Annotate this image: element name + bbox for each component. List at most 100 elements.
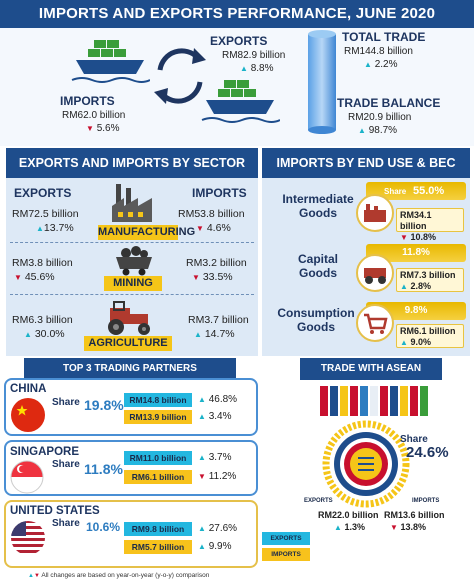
- china-exports-change: ▲ 46.8%: [198, 394, 238, 405]
- asean-imports-label: IMPORTS: [412, 498, 440, 504]
- sector-imports-label: IMPORTS: [192, 186, 247, 200]
- asean-exports-label: EXPORTS: [304, 498, 333, 504]
- agriculture-exports-change: ▲ 30.0%: [24, 328, 65, 340]
- up-arrow-icon: ▲: [198, 453, 206, 462]
- share-label: Share: [52, 518, 80, 529]
- agriculture-exports-value: RM6.3 billion: [12, 314, 73, 326]
- mining-exports-change: ▼ 45.6%: [14, 271, 55, 283]
- up-arrow-icon: ▲: [358, 126, 366, 135]
- asean-share-value: 24.6%: [406, 444, 449, 461]
- legend-imports: IMPORTS: [262, 548, 310, 561]
- capital-goods-label: Capital Goods: [297, 252, 338, 280]
- divider: [10, 294, 254, 295]
- consumption-goods-label: Consumption Goods: [277, 306, 355, 334]
- us-exports-value: RM9.8 billion: [124, 522, 192, 536]
- asean-imports-value: RM13.6 billion: [384, 510, 445, 520]
- factory-icon: [356, 194, 394, 232]
- intermediate-share-bar: Share 55.0%: [366, 182, 466, 200]
- factory-icon: [112, 184, 152, 222]
- down-arrow-icon: ▼: [33, 573, 40, 579]
- down-arrow-icon: ▼: [198, 472, 206, 481]
- manufacturing-exports-change: ▲13.7%: [36, 222, 74, 234]
- singapore-flag-icon: [10, 460, 44, 494]
- tractor-icon: [108, 301, 150, 335]
- agriculture-label: AGRICULTURE: [84, 336, 172, 351]
- imports-label: IMPORTS: [60, 94, 115, 108]
- china-imports-change: ▲ 3.4%: [198, 411, 232, 422]
- up-arrow-icon: ▲: [198, 542, 206, 551]
- asean-imports-change: ▼ 13.8%: [390, 522, 426, 532]
- partner-name-united-states: UNITED STATES: [10, 505, 100, 517]
- up-arrow-icon: ▲: [28, 573, 34, 579]
- legend-exports: EXPORTS: [262, 532, 310, 545]
- mining-exports-value: RM3.8 billion: [12, 257, 73, 269]
- us-imports-change: ▲ 9.9%: [198, 541, 232, 552]
- divider: [10, 242, 254, 243]
- partner-share-china: 19.8%: [84, 397, 124, 413]
- agriculture-imports-value: RM3.7 billion: [188, 314, 249, 326]
- manufacturing-imports-change: ▼ 4.6%: [196, 222, 231, 234]
- manufacturing-imports-value: RM53.8 billion: [178, 208, 245, 220]
- imports-change: ▼ 5.6%: [86, 123, 120, 134]
- total-trade-change: ▲ 2.2%: [364, 59, 398, 70]
- down-arrow-icon: ▼: [14, 273, 22, 282]
- manufacturing-exports-value: RM72.5 billion: [12, 208, 79, 220]
- down-arrow-icon: ▼: [196, 224, 204, 233]
- asean-exports-change: ▲ 1.3%: [334, 522, 365, 532]
- footnote: ▲▼ All changes are based on year-on-year…: [28, 572, 210, 579]
- asean-donut: [322, 420, 410, 508]
- agriculture-imports-change: ▲ 14.7%: [194, 328, 235, 340]
- machinery-icon: [356, 254, 394, 292]
- usa-flag-icon: [11, 521, 45, 555]
- down-arrow-icon: ▼: [400, 233, 408, 242]
- up-arrow-icon: ▲: [198, 524, 206, 533]
- total-trade-label: TOTAL TRADE: [342, 30, 426, 44]
- shopping-cart-icon: [356, 304, 394, 342]
- mining-imports-value: RM3.2 billion: [186, 257, 247, 269]
- imports-value: RM62.0 billion: [62, 110, 126, 121]
- up-arrow-icon: ▲: [198, 395, 206, 404]
- us-imports-value: RM5.7 billion: [124, 540, 192, 554]
- up-arrow-icon: ▲: [24, 330, 32, 339]
- partner-share-singapore: 11.8%: [84, 461, 123, 477]
- singapore-imports-change: ▼ 11.2%: [198, 471, 237, 482]
- china-exports-value: RM14.8 billion: [124, 393, 192, 407]
- manufacturing-label: MANUFACTURING: [98, 225, 196, 240]
- sector-exports-label: EXPORTS: [14, 186, 72, 200]
- bec-heading: IMPORTS BY END USE & BEC: [262, 148, 470, 178]
- consumption-value-box: RM6.1 billion ▲ 9.0%: [396, 324, 464, 348]
- down-arrow-icon: ▼: [192, 273, 200, 282]
- capital-share-bar: 11.8%: [366, 244, 466, 262]
- exports-label: EXPORTS: [210, 34, 268, 48]
- page-title: IMPORTS AND EXPORTS PERFORMANCE, JUNE 20…: [0, 0, 474, 28]
- overview-section: EXPORTS RM82.9 billion ▲ 8.8% IMPORTS RM…: [0, 28, 474, 146]
- partner-card-singapore: [4, 440, 258, 496]
- china-imports-value: RM13.9 billion: [124, 410, 192, 424]
- up-arrow-icon: ▲: [400, 282, 408, 291]
- trade-balance-change: ▲ 98.7%: [358, 125, 398, 136]
- trade-balance-value: RM20.9 billion: [348, 112, 412, 123]
- asean-heading: TRADE WITH ASEAN: [300, 358, 442, 380]
- china-flag-icon: [11, 398, 45, 432]
- us-exports-change: ▲ 27.6%: [198, 523, 238, 534]
- share-label: Share: [52, 397, 80, 408]
- cargo-ship-icon-2: [201, 80, 280, 123]
- partner-share-united-states: 10.6%: [86, 520, 121, 534]
- down-arrow-icon: ▼: [86, 124, 94, 133]
- partner-card-china: [4, 378, 258, 436]
- sector-heading: EXPORTS AND IMPORTS BY SECTOR: [6, 148, 258, 178]
- trade-balance-label: TRADE BALANCE: [337, 96, 441, 110]
- total-trade-value: RM144.8 billion: [344, 46, 413, 57]
- partner-name-singapore: SINGAPORE: [10, 446, 80, 458]
- singapore-exports-value: RM11.0 billion: [124, 451, 192, 465]
- cargo-ship-icon: [71, 40, 150, 83]
- exports-change: ▲ 8.8%: [240, 63, 274, 74]
- singapore-exports-change: ▲ 3.7%: [198, 452, 232, 463]
- up-arrow-icon: ▲: [334, 523, 342, 532]
- up-arrow-icon: ▲: [198, 412, 206, 421]
- partner-name-china: CHINA: [10, 383, 47, 395]
- mining-label: MINING: [104, 276, 162, 291]
- share-label: Share: [52, 459, 80, 470]
- intermediate-value-box: RM34.1 billion ▼ 10.8%: [396, 208, 464, 242]
- intermediate-goods-label: Intermediate Goods: [282, 192, 354, 220]
